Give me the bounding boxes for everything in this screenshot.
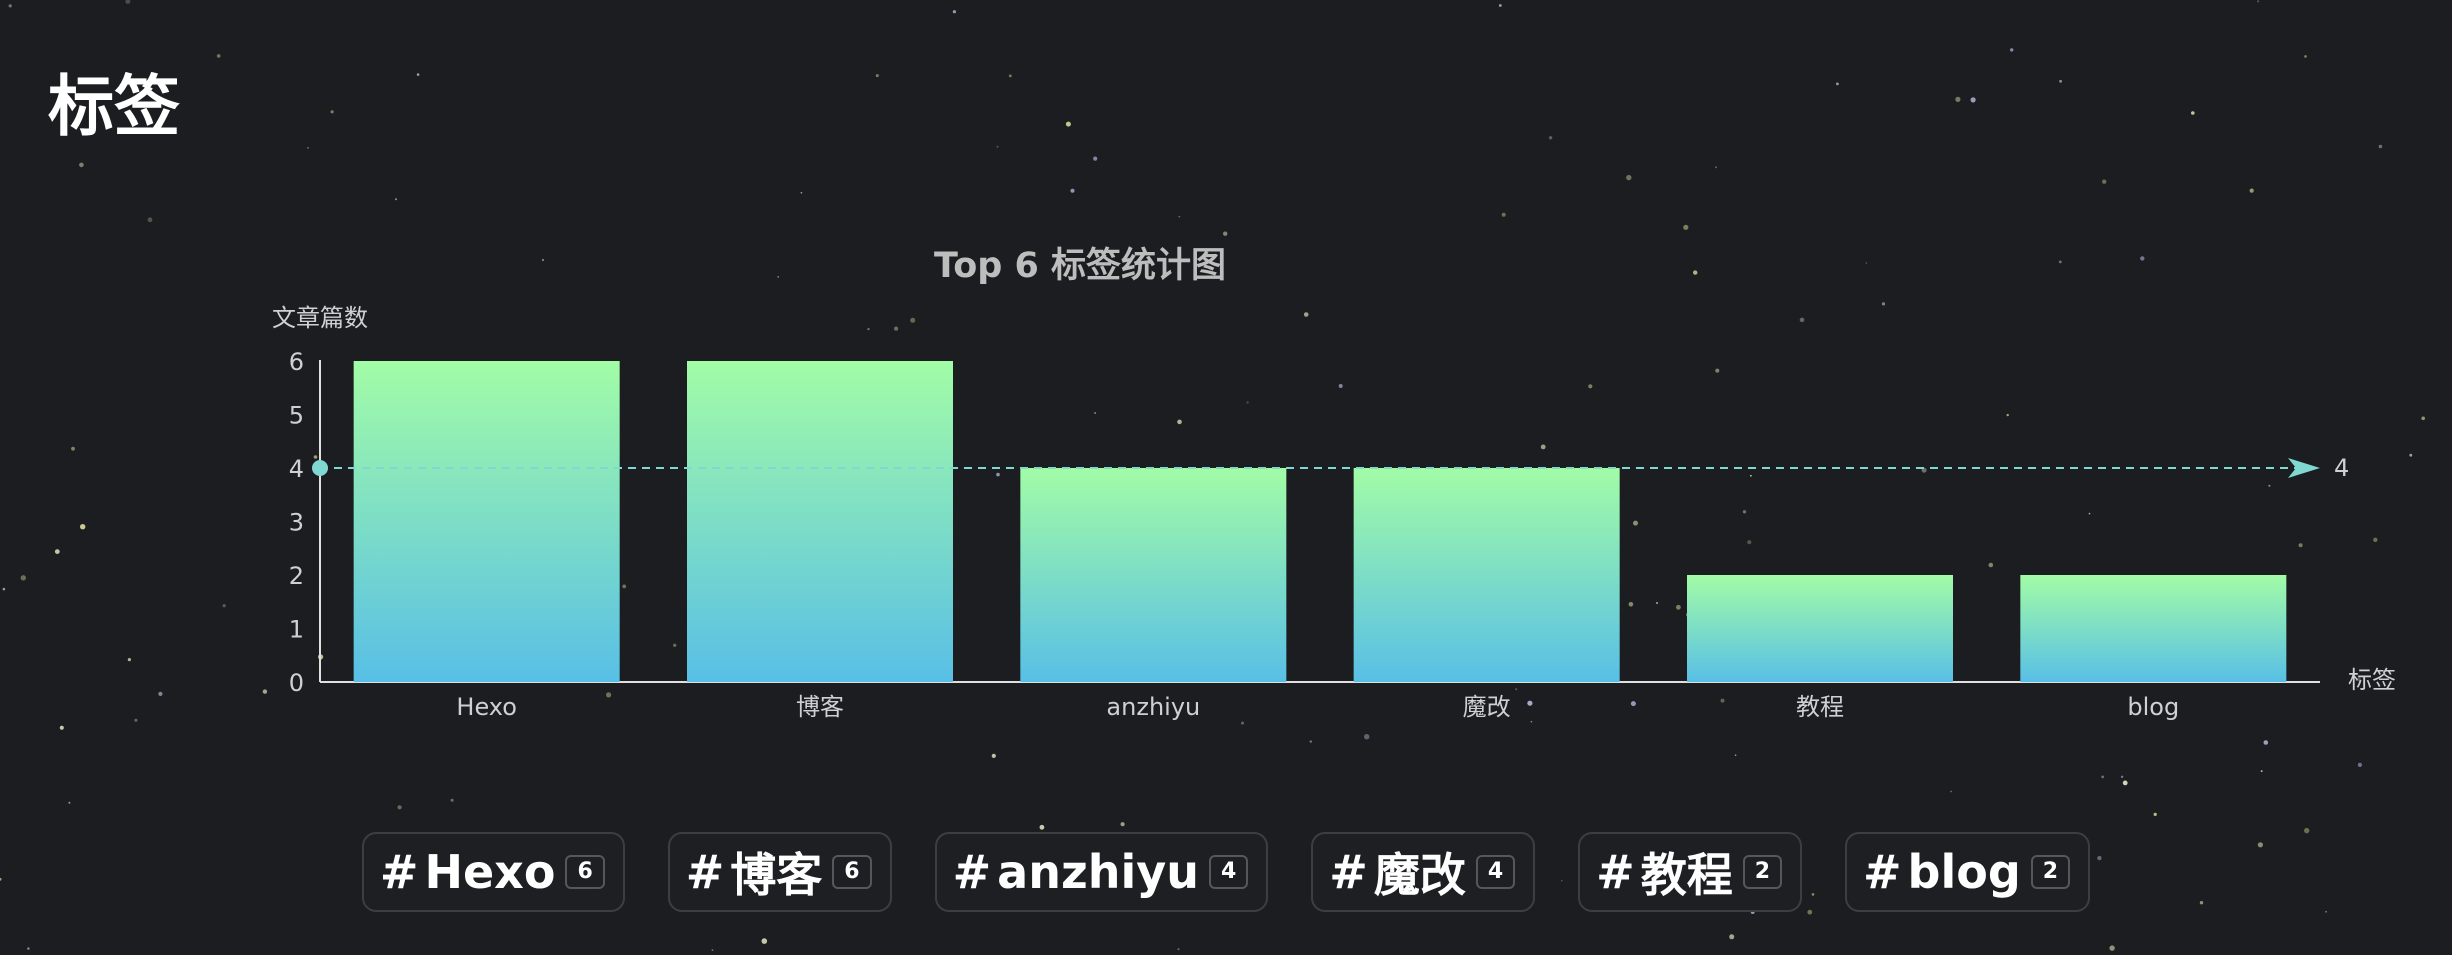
tag-link-5[interactable]: # blog 2	[1845, 832, 2091, 912]
bar-3[interactable]	[1353, 468, 1620, 682]
hash-icon: #	[379, 845, 419, 899]
y-tick-label: 5	[289, 402, 304, 430]
tag-name: anzhiyu	[997, 845, 1199, 899]
chart-title: Top 6 标签统计图	[934, 246, 1226, 286]
x-tick-label: 教程	[1796, 693, 1844, 721]
tag-count-badge: 4	[1475, 855, 1516, 889]
bar-1[interactable]	[687, 361, 953, 682]
x-tick-label: anzhiyu	[1106, 693, 1200, 721]
tag-link-3[interactable]: # 魔改 4	[1311, 832, 1536, 912]
x-tick-label: 魔改	[1463, 693, 1511, 721]
tag-name: 魔改	[1373, 848, 1466, 902]
x-tick-label: blog	[2127, 693, 2179, 721]
tag-name: blog	[1907, 845, 2021, 899]
y-tick-label: 0	[289, 669, 304, 697]
tag-name: Hexo	[424, 845, 556, 899]
hash-icon: #	[952, 845, 992, 899]
tag-list: # Hexo 6 # 博客 6 # anzhiyu 4 # 魔改 4 # 教程 2 # blog 2	[0, 832, 2452, 912]
tag-count-badge: 4	[1208, 855, 1249, 889]
y-tick-label: 6	[289, 348, 304, 376]
tag-count-badge: 6	[565, 855, 605, 889]
tag-count-badge: 2	[1742, 855, 1782, 889]
tag-link-0[interactable]: # Hexo 6	[361, 832, 625, 912]
mark-line-label: 4	[2334, 454, 2349, 482]
x-tick-label: Hexo	[456, 693, 517, 721]
y-tick-label: 4	[289, 455, 304, 483]
y-axis-label: 文章篇数	[272, 304, 368, 332]
tag-name: 博客	[730, 848, 823, 902]
tag-link-4[interactable]: # 教程 2	[1578, 832, 1802, 912]
bar-2[interactable]	[1020, 468, 1287, 682]
bar-4[interactable]	[1687, 575, 1953, 682]
bar-5[interactable]	[2020, 575, 2287, 682]
tag-link-2[interactable]: # anzhiyu 4	[934, 832, 1269, 912]
tag-link-1[interactable]: # 博客 6	[667, 832, 892, 912]
mark-line-start-dot	[312, 460, 328, 476]
y-tick-label: 3	[289, 509, 304, 537]
x-axis-label: 标签	[2348, 666, 2396, 694]
bar-0[interactable]	[353, 361, 620, 682]
tag-name: 教程	[1640, 848, 1733, 902]
hash-icon: #	[1863, 845, 1902, 899]
page-title: 标签	[48, 68, 180, 145]
tag-count-badge: 6	[832, 855, 872, 889]
tag-count-badge: 2	[2030, 855, 2071, 889]
x-tick-label: 博客	[796, 693, 844, 721]
y-tick-label: 2	[289, 562, 304, 590]
hash-icon: #	[685, 845, 725, 899]
mark-line-arrow-icon	[2288, 458, 2320, 478]
hash-icon: #	[1329, 845, 1368, 899]
y-tick-label: 1	[289, 616, 304, 644]
hash-icon: #	[1596, 845, 1635, 899]
